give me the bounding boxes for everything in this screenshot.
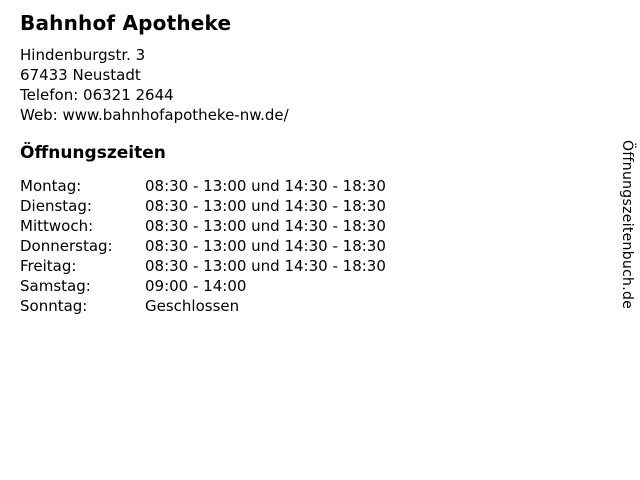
day-label: Mittwoch: <box>20 217 94 235</box>
page-title: Bahnhof Apotheke <box>20 11 232 35</box>
day-hours: Geschlossen <box>145 297 240 315</box>
day-label: Donnerstag: <box>20 237 113 255</box>
hours-row: Dienstag: 08:30 - 13:00 und 14:30 - 18:30 <box>20 196 386 216</box>
address-city: 67433 Neustadt <box>20 66 141 84</box>
main-content: Bahnhof Apotheke Hindenburgstr. 3 67433 … <box>20 0 386 316</box>
hours-row: Mittwoch: 08:30 - 13:00 und 14:30 - 18:30 <box>20 216 386 236</box>
website-line: Web: www.bahnhofapotheke-nw.de/ <box>20 106 289 124</box>
day-label: Sonntag: <box>20 297 88 315</box>
day-hours: 08:30 - 13:00 und 14:30 - 18:30 <box>145 217 386 235</box>
vertical-branding-text: Öffnungszeitenbuch.de <box>619 140 635 310</box>
day-hours: 08:30 - 13:00 und 14:30 - 18:30 <box>145 257 386 275</box>
hours-row: Samstag: 09:00 - 14:00 <box>20 276 386 296</box>
address-block: Hindenburgstr. 3 67433 Neustadt Telefon:… <box>20 45 386 125</box>
hours-table: Montag: 08:30 - 13:00 und 14:30 - 18:30 Di… <box>20 176 386 316</box>
day-label: Samstag: <box>20 277 91 295</box>
day-hours: 08:30 - 13:00 und 14:30 - 18:30 <box>145 177 386 195</box>
hours-row: Freitag: 08:30 - 13:00 und 14:30 - 18:30 <box>20 256 386 276</box>
hours-row: Donnerstag: 08:30 - 13:00 und 14:30 - 18:… <box>20 236 386 256</box>
phone-line: Telefon: 06321 2644 <box>20 86 174 104</box>
day-hours: 09:00 - 14:00 <box>145 277 247 295</box>
hours-row: Sonntag: Geschlossen <box>20 296 386 316</box>
address-street: Hindenburgstr. 3 <box>20 46 146 64</box>
day-hours: 08:30 - 13:00 und 14:30 - 18:30 <box>145 197 386 215</box>
day-label: Freitag: <box>20 257 77 275</box>
day-hours: 08:30 - 13:00 und 14:30 - 18:30 <box>145 237 386 255</box>
day-label: Dienstag: <box>20 197 92 215</box>
day-label: Montag: <box>20 177 82 195</box>
hours-heading: Öffnungszeiten <box>20 143 166 163</box>
hours-row: Montag: 08:30 - 13:00 und 14:30 - 18:30 <box>20 176 386 196</box>
